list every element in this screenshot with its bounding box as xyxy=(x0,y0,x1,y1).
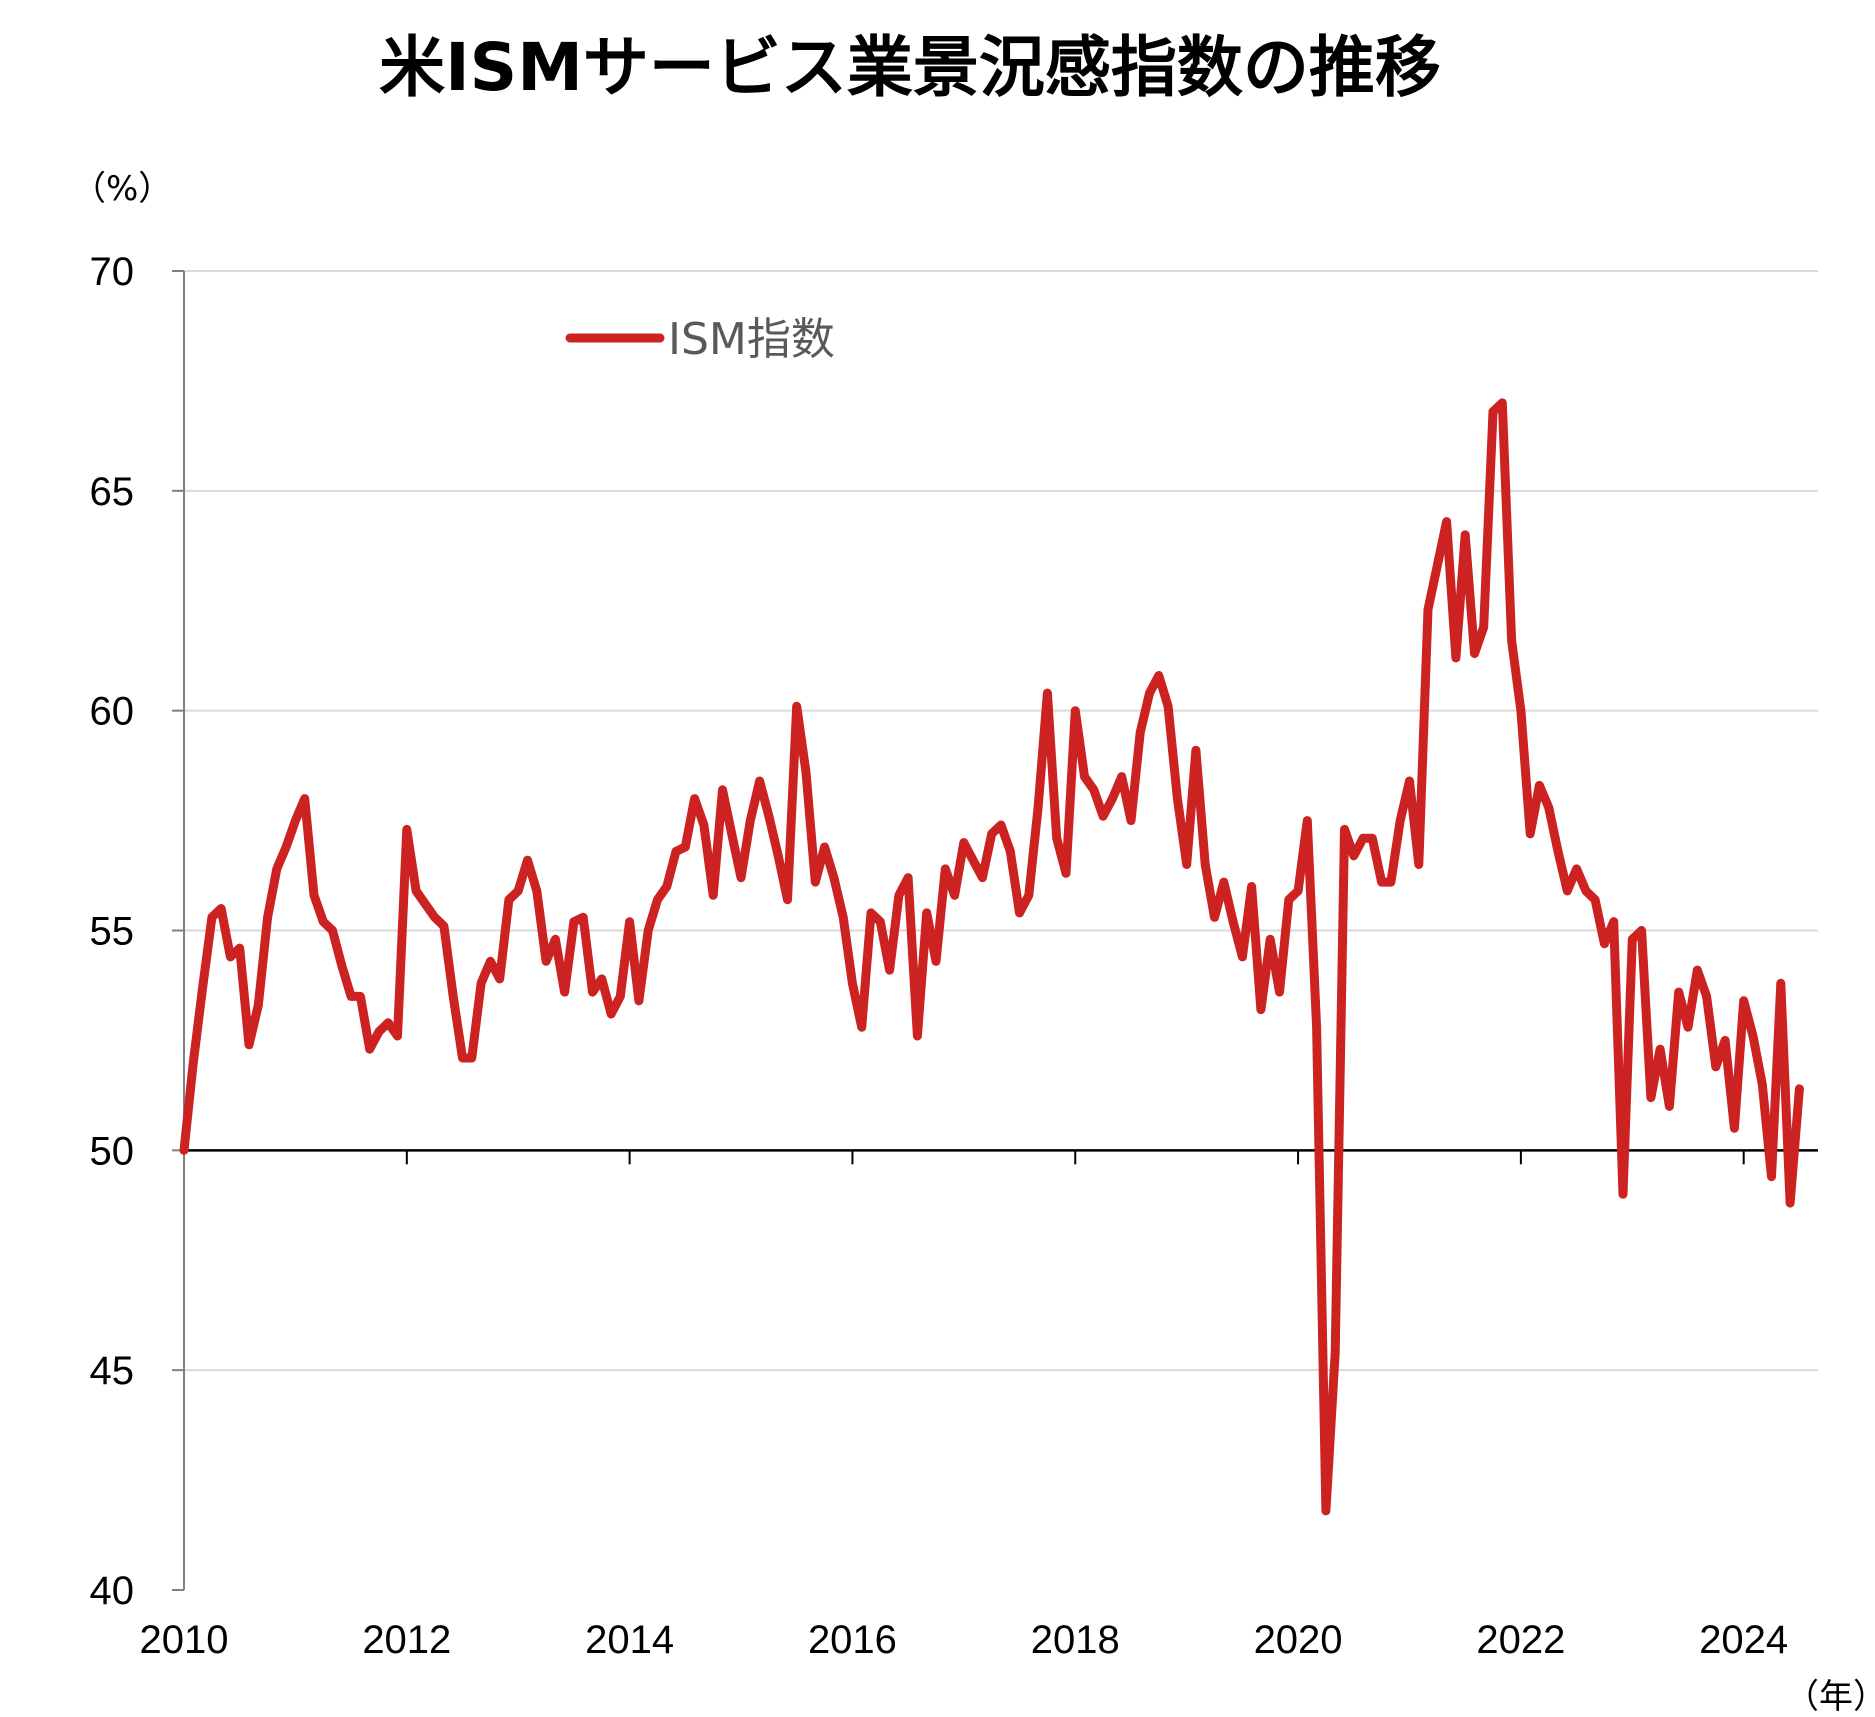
x-tick-label-2020: 2020 xyxy=(1254,1618,1343,1662)
y-tick-label-60: 60 xyxy=(90,690,135,734)
legend-label-ism: ISM指数 xyxy=(668,314,835,365)
x-tick-label-2010: 2010 xyxy=(140,1618,229,1662)
y-tick-label-45: 45 xyxy=(90,1349,135,1393)
y-tick-label-65: 65 xyxy=(90,470,135,514)
x-tick-label-2018: 2018 xyxy=(1031,1618,1120,1662)
x-tick-label-2014: 2014 xyxy=(585,1618,674,1662)
series-group xyxy=(179,398,1804,1516)
x-tick-label-2012: 2012 xyxy=(362,1618,451,1662)
x-tick-label-2022: 2022 xyxy=(1476,1618,1565,1662)
y-axis-unit-label: （%） xyxy=(72,169,172,209)
y-tick-label-50: 50 xyxy=(90,1129,135,1173)
axes xyxy=(172,270,1818,1591)
y-tick-label-70: 70 xyxy=(90,250,135,294)
y-tick-label-55: 55 xyxy=(90,910,135,954)
x-axis-tick-labels: 2010 2012 2014 2016 2018 2020 2022 2024 xyxy=(140,1618,1789,1662)
chart-title: 米ISMサービス業景況感指数の推移 xyxy=(379,29,1441,106)
y-axis-tick-labels: 40 45 50 55 60 65 70 xyxy=(90,250,135,1613)
x-tick-label-2024: 2024 xyxy=(1699,1618,1788,1662)
x-tick-label-2016: 2016 xyxy=(808,1618,897,1662)
series-line-0 xyxy=(179,398,1804,1516)
grid-lines xyxy=(184,270,1818,1372)
y-tick-label-40: 40 xyxy=(90,1569,135,1613)
x-axis-unit-label: （年） xyxy=(1785,1677,1875,1717)
legend: ISM指数 xyxy=(565,314,835,365)
